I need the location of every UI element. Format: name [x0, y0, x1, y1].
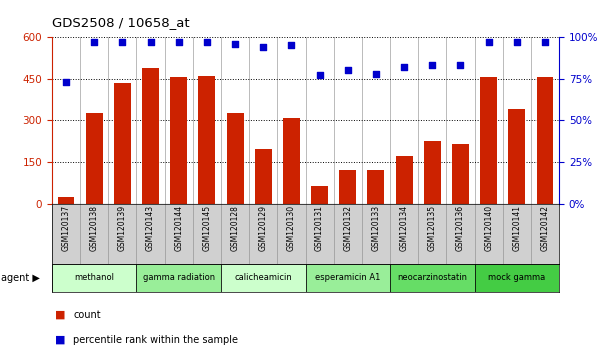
Bar: [452, 144, 469, 204]
Text: GSM120129: GSM120129: [258, 205, 268, 251]
Bar: [57, 196, 75, 204]
Point: [258, 44, 268, 50]
Text: GSM120139: GSM120139: [118, 205, 127, 251]
Text: ■: ■: [55, 335, 65, 345]
Text: GSM120140: GSM120140: [484, 205, 493, 251]
Text: GSM120138: GSM120138: [90, 205, 99, 251]
Text: GDS2508 / 10658_at: GDS2508 / 10658_at: [52, 16, 189, 29]
Bar: [52, 264, 136, 292]
Text: GSM120136: GSM120136: [456, 205, 465, 251]
Point: [428, 63, 437, 68]
Text: gamma radiation: gamma radiation: [142, 273, 215, 282]
Bar: [255, 149, 272, 204]
Point: [315, 73, 324, 78]
Text: GSM120143: GSM120143: [146, 205, 155, 251]
Point: [399, 64, 409, 70]
Point: [371, 71, 381, 76]
Text: mock gamma: mock gamma: [488, 273, 546, 282]
Point: [287, 43, 296, 48]
Bar: [536, 78, 554, 204]
Bar: [306, 264, 390, 292]
Text: percentile rank within the sample: percentile rank within the sample: [73, 335, 238, 345]
Point: [174, 39, 184, 45]
Bar: [142, 68, 159, 204]
Bar: [311, 185, 328, 204]
Text: ■: ■: [55, 310, 65, 320]
Text: GSM120142: GSM120142: [541, 205, 549, 251]
Bar: [199, 76, 215, 204]
Point: [230, 41, 240, 47]
Text: GSM120134: GSM120134: [400, 205, 409, 251]
Point: [456, 63, 466, 68]
Bar: [114, 83, 131, 204]
Point: [540, 39, 550, 45]
Bar: [283, 118, 300, 204]
Point: [343, 68, 353, 73]
Text: esperamicin A1: esperamicin A1: [315, 273, 381, 282]
Bar: [339, 170, 356, 204]
Bar: [221, 264, 306, 292]
Bar: [367, 170, 384, 204]
Bar: [424, 141, 441, 204]
Point: [117, 39, 127, 45]
Point: [484, 39, 494, 45]
Text: count: count: [73, 310, 101, 320]
Point: [512, 39, 522, 45]
Bar: [390, 264, 475, 292]
Text: GSM120141: GSM120141: [512, 205, 521, 251]
Point: [89, 39, 99, 45]
Text: GSM120128: GSM120128: [230, 205, 240, 251]
Point: [202, 39, 212, 45]
Bar: [396, 156, 412, 204]
Text: GSM120144: GSM120144: [174, 205, 183, 251]
Text: neocarzinostatin: neocarzinostatin: [397, 273, 467, 282]
Text: methanol: methanol: [74, 273, 114, 282]
Text: GSM120135: GSM120135: [428, 205, 437, 251]
Point: [61, 79, 71, 85]
Text: GSM120137: GSM120137: [62, 205, 70, 251]
Bar: [136, 264, 221, 292]
Text: GSM120133: GSM120133: [371, 205, 381, 251]
Text: GSM120131: GSM120131: [315, 205, 324, 251]
Bar: [508, 109, 525, 204]
Bar: [86, 113, 103, 204]
Text: GSM120130: GSM120130: [287, 205, 296, 251]
Text: GSM120132: GSM120132: [343, 205, 353, 251]
Bar: [480, 78, 497, 204]
Bar: [170, 78, 187, 204]
Text: calicheamicin: calicheamicin: [235, 273, 292, 282]
Bar: [227, 113, 244, 204]
Text: GSM120145: GSM120145: [202, 205, 211, 251]
Bar: [475, 264, 559, 292]
Point: [145, 39, 155, 45]
Text: agent ▶: agent ▶: [1, 273, 40, 283]
